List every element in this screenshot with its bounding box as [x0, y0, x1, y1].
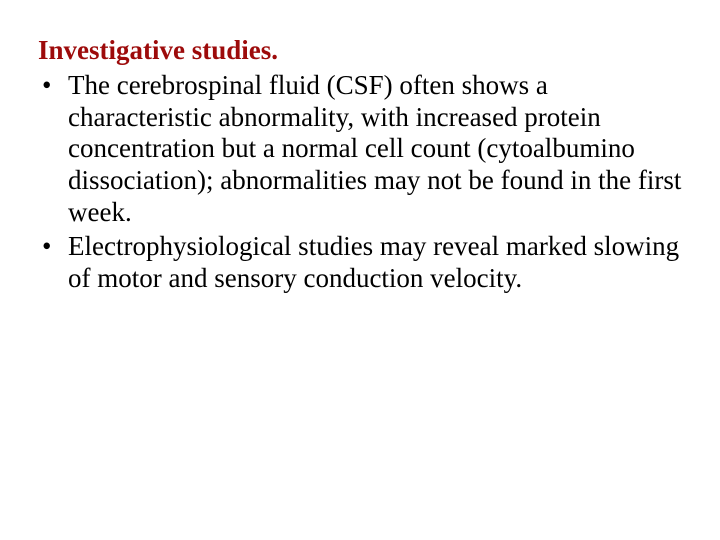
- bullet-list: The cerebrospinal fluid (CSF) often show…: [38, 70, 682, 295]
- list-item: Electrophysiological studies may reveal …: [38, 231, 682, 295]
- bullet-text: The cerebrospinal fluid (CSF) often show…: [68, 70, 681, 227]
- list-item: The cerebrospinal fluid (CSF) often show…: [38, 70, 682, 229]
- bullet-text: Electrophysiological studies may reveal …: [68, 231, 679, 293]
- slide: Investigative studies. The cerebrospinal…: [0, 0, 720, 540]
- slide-heading: Investigative studies.: [38, 34, 682, 68]
